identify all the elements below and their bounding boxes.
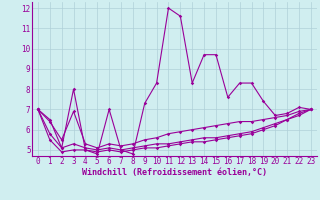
- X-axis label: Windchill (Refroidissement éolien,°C): Windchill (Refroidissement éolien,°C): [82, 168, 267, 177]
